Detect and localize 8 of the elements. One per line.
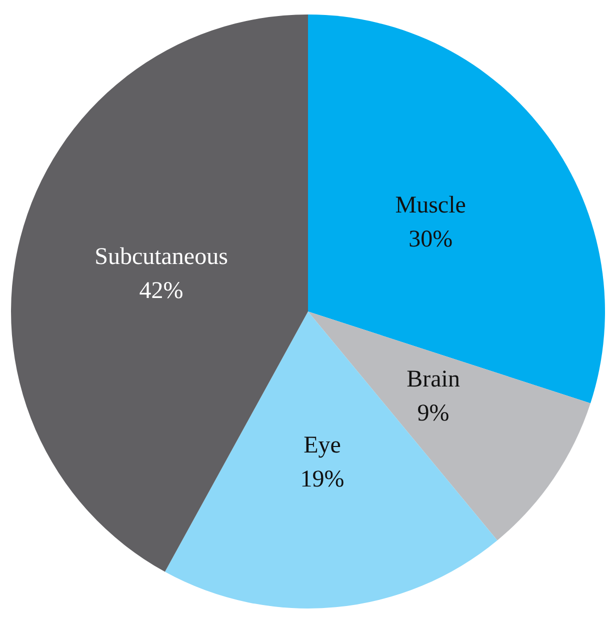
slice-label: Muscle	[395, 192, 466, 218]
data-label: 9%	[417, 400, 450, 427]
data-label: 30%	[408, 226, 453, 252]
data-label: 42%	[139, 278, 184, 304]
data-label: 19%	[300, 466, 344, 492]
slice-label: Brain	[406, 366, 460, 393]
slice-label: Eye	[304, 432, 341, 458]
slice-label: Subcutaneous	[94, 244, 228, 270]
